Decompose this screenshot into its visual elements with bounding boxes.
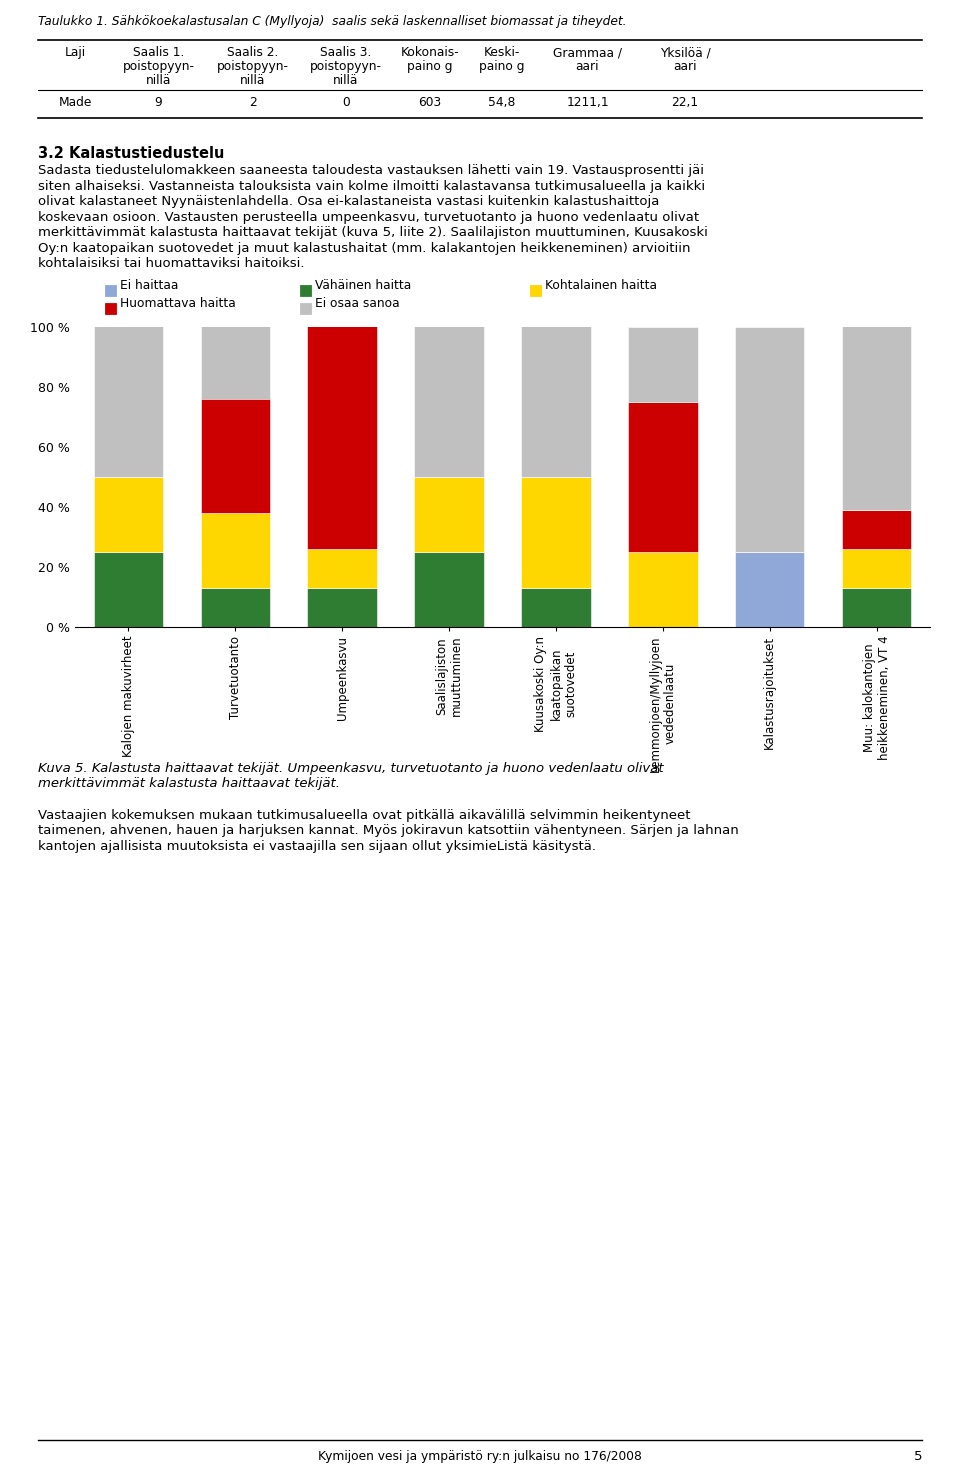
Text: Yksilöä /: Yksilöä / (660, 46, 710, 59)
Bar (842, 588, 911, 626)
Bar (105, 303, 116, 313)
Text: poistopyyn-: poistopyyn- (310, 60, 382, 74)
Bar (307, 548, 377, 588)
Text: poistopyyn-: poistopyyn- (217, 60, 289, 74)
Bar (201, 513, 270, 588)
Text: merkittävimmät kalastusta haittaavat tekijät (kuva 5, liite 2). Saalilajiston mu: merkittävimmät kalastusta haittaavat tek… (38, 226, 708, 240)
Bar (201, 398, 270, 513)
Text: 2: 2 (249, 96, 256, 109)
Text: Made: Made (59, 96, 92, 109)
Text: kantojen ajallisista muutoksista ei vastaajilla sen sijaan ollut yksimieListä kä: kantojen ajallisista muutoksista ei vast… (38, 839, 596, 853)
Text: Taulukko 1. Sähkökoekalastusalan C (Myllyoja)  saalis sekä laskennalliset biomas: Taulukko 1. Sähkökoekalastusalan C (Myll… (38, 15, 627, 28)
Text: Saalis 1.: Saalis 1. (132, 46, 184, 59)
Text: Kokonais-: Kokonais- (400, 46, 460, 59)
Bar (628, 326, 698, 401)
Bar (842, 320, 911, 510)
Bar (94, 551, 163, 626)
Bar (735, 551, 804, 626)
Text: koskevaan osioon. Vastausten perusteella umpeenkasvu, turvetuotanto ja huono ved: koskevaan osioon. Vastausten perusteella… (38, 210, 699, 223)
Text: taimenen, ahvenen, hauen ja harjuksen kannat. Myös jokiravun katsottiin vähentyn: taimenen, ahvenen, hauen ja harjuksen ka… (38, 825, 739, 836)
Bar (201, 323, 270, 398)
Text: merkittävimmät kalastusta haittaavat tekijät.: merkittävimmät kalastusta haittaavat tek… (38, 778, 340, 789)
Text: Keski-: Keski- (483, 46, 519, 59)
Text: nillä: nillä (146, 74, 171, 87)
Text: Kohtalainen haitta: Kohtalainen haitta (545, 279, 657, 293)
Text: Grammaa /: Grammaa / (553, 46, 622, 59)
Bar (307, 588, 377, 626)
Text: Huomattava haitta: Huomattava haitta (120, 297, 236, 310)
Bar (415, 476, 484, 551)
Text: aari: aari (673, 60, 697, 74)
Text: 1211,1: 1211,1 (566, 96, 609, 109)
Text: paino g: paino g (479, 60, 524, 74)
Bar (94, 476, 163, 551)
Bar (94, 326, 163, 476)
Text: Kuva 5. Kalastusta haittaavat tekijät. Umpeenkasvu, turvetuotanto ja huono veden: Kuva 5. Kalastusta haittaavat tekijät. U… (38, 761, 663, 775)
Text: Vähäinen haitta: Vähäinen haitta (315, 279, 411, 293)
Bar (521, 588, 590, 626)
Bar (201, 588, 270, 626)
Bar (842, 548, 911, 588)
Text: 0: 0 (342, 96, 349, 109)
Text: 603: 603 (419, 96, 442, 109)
Text: 54,8: 54,8 (488, 96, 516, 109)
Bar (307, 323, 377, 548)
Text: Oy:n kaatopaikan suotovedet ja muut kalastushaitat (mm. kalakantojen heikkenemin: Oy:n kaatopaikan suotovedet ja muut kala… (38, 241, 690, 254)
Bar (521, 326, 590, 476)
Bar (415, 551, 484, 626)
Bar (105, 285, 116, 295)
Text: Laji: Laji (64, 46, 85, 59)
Bar (521, 476, 590, 588)
Text: Ei osaa sanoa: Ei osaa sanoa (315, 297, 399, 310)
Bar (300, 285, 311, 295)
Text: nillä: nillä (240, 74, 265, 87)
Bar (300, 303, 311, 313)
Text: Ei haittaa: Ei haittaa (120, 279, 179, 293)
Text: Kymijoen vesi ja ympäristö ry:n julkaisu no 176/2008: Kymijoen vesi ja ympäristö ry:n julkaisu… (318, 1449, 642, 1463)
Text: Saalis 3.: Saalis 3. (321, 46, 372, 59)
Text: 5: 5 (914, 1449, 922, 1463)
Text: Saalis 2.: Saalis 2. (227, 46, 278, 59)
Text: poistopyyn-: poistopyyn- (123, 60, 195, 74)
Text: Sadasta tiedustelulomakkeen saaneesta taloudesta vastauksen lähetti vain 19. Vas: Sadasta tiedustelulomakkeen saaneesta ta… (38, 165, 704, 176)
Text: aari: aari (576, 60, 599, 74)
Text: olivat kalastaneet Nyynäistenlahdella. Osa ei-kalastaneista vastasi kuitenkin ka: olivat kalastaneet Nyynäistenlahdella. O… (38, 196, 660, 207)
Text: 3.2 Kalastustiedustelu: 3.2 Kalastustiedustelu (38, 146, 225, 162)
Text: 22,1: 22,1 (671, 96, 699, 109)
Text: 9: 9 (155, 96, 162, 109)
Bar (530, 285, 541, 295)
Bar (842, 510, 911, 548)
Bar (628, 551, 698, 626)
Text: kohtalaisiksi tai huomattaviksi haitoiksi.: kohtalaisiksi tai huomattaviksi haitoiks… (38, 257, 304, 270)
Text: nillä: nillä (333, 74, 359, 87)
Bar (628, 401, 698, 551)
Text: siten alhaiseksi. Vastanneista talouksista vain kolme ilmoitti kalastavansa tutk: siten alhaiseksi. Vastanneista talouksis… (38, 179, 706, 193)
Text: Vastaajien kokemuksen mukaan tutkimusalueella ovat pitkällä aikavälillä selvimmi: Vastaajien kokemuksen mukaan tutkimusalu… (38, 809, 690, 822)
Bar (735, 326, 804, 551)
Bar (415, 326, 484, 476)
Text: paino g: paino g (407, 60, 453, 74)
